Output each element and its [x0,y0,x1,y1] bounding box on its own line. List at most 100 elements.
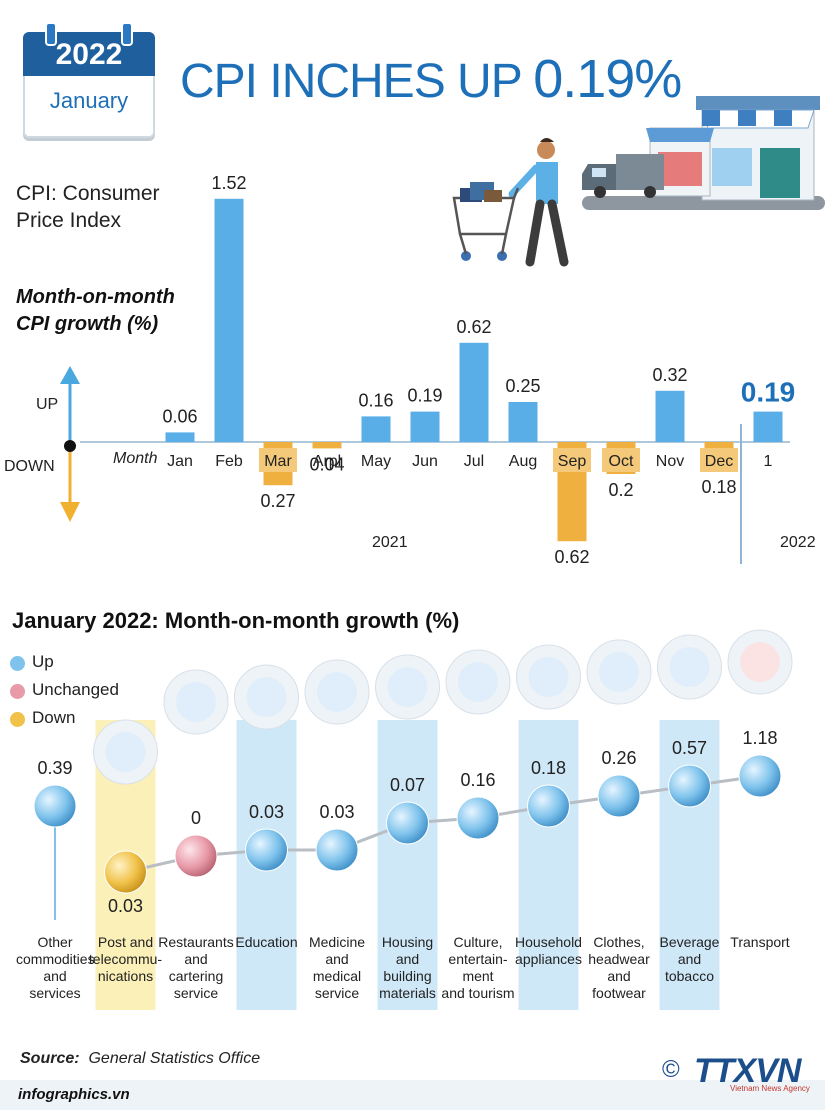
medicine-capsule-icon [304,659,370,725]
category-dot [315,828,359,872]
cpi-definition-line: CPI: Consumer [16,182,160,205]
agency-logo: TTXVN [694,1052,801,1090]
month-tick-label: 1 [764,453,773,470]
mom-label: Month-on-month CPI growth (%) [16,284,175,338]
legend-dot-up [10,656,25,671]
month-highlight [259,448,297,472]
copyright-symbol: © [662,1056,680,1083]
calendar-badge: 2022 January [23,18,155,138]
calendar-ring-icon [121,22,133,46]
category-value-label: 0.39 [37,758,73,778]
category-value-label: 0.26 [601,748,637,768]
category-trend-line [125,774,761,874]
shopping-cart-icon [452,182,520,261]
category-growth-chart: 0.39 Other commodities and services 0.03 Po… [16,629,793,1010]
calendar-month: January [49,88,129,113]
category-name-label: Beverage and tobacco [659,934,720,984]
category-growth-plot [33,629,793,1010]
category-name-label: Restaurants and cartering service [158,934,234,1001]
site-link[interactable]: infographics.vn [18,1086,130,1103]
house-icon [375,654,440,720]
legend-dot-unchanged [10,684,25,699]
antenna-tower-icon [93,719,158,785]
category-value-label: 0.57 [671,738,708,758]
bar-value-label: 0.27 [260,491,295,511]
up-label: UP [36,396,59,413]
clothes-shoes-icon [586,639,652,705]
washing-machine-icon [516,644,581,710]
category-highlight-column [377,720,438,1010]
shopping-illustration [452,96,825,267]
footer-bar [0,1080,825,1110]
category-dot [174,834,218,878]
bar-value-label: 0.06 [162,406,197,426]
mom-label-line: Month-on-month [16,286,175,308]
source-label: Source: [20,1050,80,1067]
page-title: CPI INCHES UP 0.19% [180,48,682,110]
cpi-definition: CPI: Consumer Price Index [16,180,160,234]
month-tick-label: Nov [656,453,684,470]
category-value-label: 0 [190,808,201,828]
source-line: Source: General Statistics Office [20,1050,260,1068]
category-dot [527,784,570,828]
cpi-bar [655,390,685,442]
title-prefix: CPI INCHES UP [180,55,534,108]
legend-label: Up [32,652,54,671]
month-tick-label: Feb [215,453,243,470]
cpi-definition-line: Price Index [16,209,122,232]
month-highlight [700,448,738,472]
month-axis-word: Month [113,450,158,467]
category-name-label: Medicine and medical service [308,934,366,1001]
shopper-icon [508,138,569,267]
cpi-bar [410,411,440,442]
month-tick-label: Sep [558,453,587,470]
category-name-label: Household appliances [515,934,582,967]
category-value-label: 0.16 [460,770,496,790]
month-tick-label: Arpl [313,453,341,470]
bar-value-label: 0.2 [608,480,633,500]
year-label-2021: 2021 [372,534,408,551]
delivery-truck-icon [582,154,664,198]
category-value-label: 1.18 [742,728,778,748]
calendar-body [23,76,155,138]
category-value-label: 0.07 [389,775,426,795]
store-icon [582,96,825,210]
category-dot [386,801,429,845]
clapperboard-icon [445,649,511,715]
bar-value-label: 0.16 [358,390,393,410]
category-dot [245,828,288,872]
category-name-label: Culture, entertain- ment and tourism [441,934,515,1001]
calendar-year: 2022 [55,38,123,71]
year-label-2022: 2022 [780,534,816,551]
bar-value-label: 0.04 [309,454,344,474]
month-highlight [602,448,640,472]
source-text: General Statistics Office [88,1050,261,1067]
bar-value-label: 0.18 [701,477,736,497]
bar-value-label: 0.25 [505,376,540,396]
category-name-label: Clothes, headwear and footwear [588,934,650,1001]
bar-value-label: 0.62 [456,317,491,337]
month-tick-label: Oct [609,453,634,470]
month-tick-label: Jul [464,453,484,470]
month-tick-label: Mar [264,453,292,470]
zero-point-marker [64,440,76,452]
bar-value-label: 0.32 [652,365,687,385]
bar-value-label: 0.19 [407,386,442,406]
graduation-cap-icon [234,664,299,730]
month-highlight [553,448,591,472]
cpi-bar [165,432,195,442]
month-tick-label: May [361,453,391,470]
cpi-bar [459,342,489,442]
food-plate-icon [163,669,229,735]
beverage-cigarette-icon [657,634,722,700]
mom-label-line: CPI growth (%) [16,313,159,335]
up-arrow-icon [60,366,80,384]
legend-label: Unchanged [32,680,119,699]
category-dot [104,850,147,894]
category-value-label: 0.03 [248,802,285,822]
title-value: 0.19% [533,49,682,109]
month-tick-label: Jan [167,453,193,470]
category-value-label: 0.18 [530,758,567,778]
cpi-bar [753,411,783,442]
